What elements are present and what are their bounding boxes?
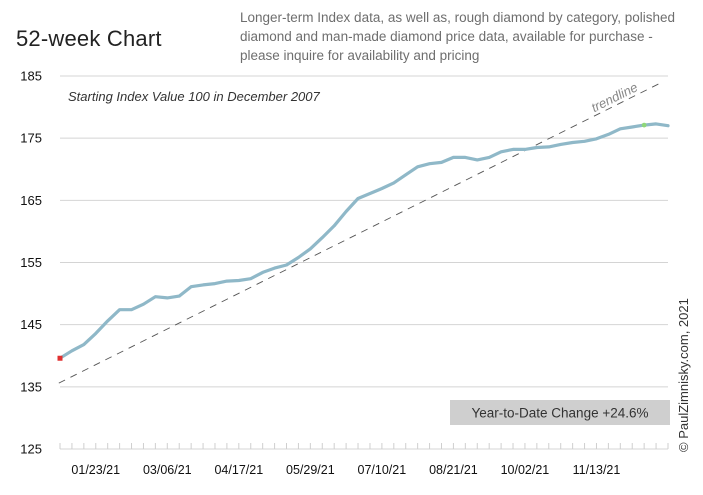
y-tick-label: 165 [20,193,42,208]
data-point [213,282,217,285]
data-point [511,148,515,151]
data-point [249,277,253,280]
data-point [559,143,563,146]
x-tick-label: 08/21/21 [429,463,478,477]
data-point [428,162,431,165]
x-tick-label: 11/13/21 [573,463,621,477]
data-point [619,127,622,131]
chart-title: 52-week Chart [16,26,162,51]
data-point [297,256,300,259]
data-point [416,165,419,169]
data-point [273,266,276,270]
data-point [499,150,503,154]
data-point [332,224,336,228]
data-point [440,161,443,164]
y-tick-label: 185 [20,69,42,84]
data-point [201,283,205,287]
data-point [607,133,610,136]
data-point [356,197,360,200]
data-point [452,156,455,159]
chart-annotation: Starting Index Value 100 in December 200… [68,89,321,104]
data-point [535,146,539,149]
data-point [320,236,324,239]
data-point [154,295,157,298]
data-point [368,192,372,195]
data-point [309,247,312,251]
data-point [106,319,109,323]
data-point [666,124,670,128]
data-point [654,122,658,126]
data-point [130,308,133,312]
trendline [58,81,663,384]
x-tick-label: 10/02/21 [501,463,550,477]
latest-marker [641,122,647,128]
copyright-text: © PaulZimnisky.com, 2021 [676,298,691,452]
data-point [571,141,574,144]
ytd-change-badge [450,400,670,425]
data-point [404,173,408,177]
series-points [57,122,670,361]
chart-description: Longer-term Index data, as well as, roug… [240,10,675,63]
y-tick-label: 135 [20,379,42,394]
data-point [595,137,598,141]
data-point [189,285,193,289]
x-tick-label: 03/06/21 [143,463,192,477]
data-point [70,349,74,353]
data-point [380,187,384,190]
data-point [344,210,348,213]
y-axis-ticks: 125 135 145 155 165 175 185 [20,69,42,457]
data-point [630,125,634,129]
x-tick-label: 07/10/21 [358,463,407,477]
data-point [523,148,527,151]
data-point [94,332,98,335]
x-tick-label: 04/17/21 [214,463,263,477]
data-point [177,294,181,298]
y-tick-label: 155 [20,255,42,270]
data-point [165,296,169,300]
data-point [237,279,241,282]
data-point [583,139,586,143]
y-tick-label: 145 [20,317,42,332]
start-marker [57,355,63,361]
data-point [487,156,491,159]
data-point [285,263,288,267]
data-point [475,158,479,162]
grid-lines [60,75,668,450]
ytd-change-text: Year-to-Date Change +24.6% [472,406,649,421]
y-tick-label: 125 [20,442,42,457]
data-point [547,145,551,149]
x-axis-ticks: 01/23/21 03/06/21 04/17/21 05/29/21 07/10/21… [59,443,669,477]
x-tick-label: 05/29/21 [286,463,335,477]
data-point [82,343,86,346]
data-point [464,156,467,159]
data-point [142,302,145,306]
data-point [392,181,396,185]
data-point [225,279,229,283]
y-tick-label: 175 [20,131,42,146]
data-point [261,271,264,274]
series-line [58,122,670,360]
x-tick-label: 01/23/21 [71,463,120,477]
data-point [118,308,121,312]
